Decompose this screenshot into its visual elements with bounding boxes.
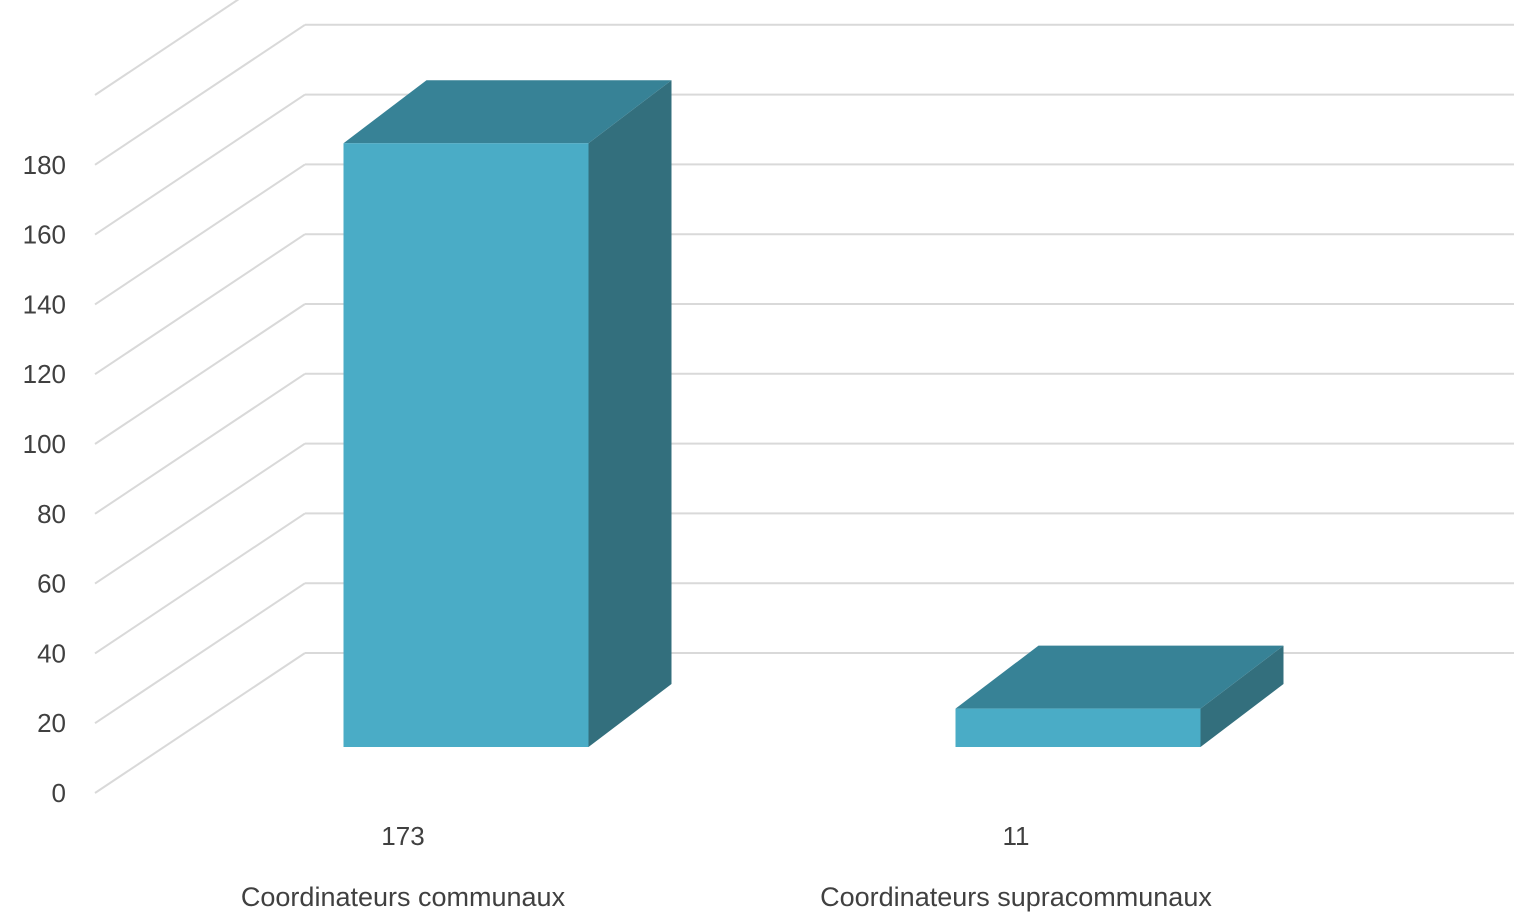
data-label: 11 xyxy=(1003,821,1030,851)
bar-top-face xyxy=(343,80,672,144)
y-tick-label: 120 xyxy=(23,359,66,389)
y-axis-ticks: 0 20 40 60 80 100 120 140 160 180 xyxy=(23,150,66,808)
y-tick-label: 80 xyxy=(37,499,66,529)
bars xyxy=(343,80,1284,748)
y-tick-label: 140 xyxy=(23,289,66,319)
y-tick-label: 160 xyxy=(23,220,66,250)
gridline-side-160 xyxy=(94,93,306,236)
bar-front-face xyxy=(343,143,589,748)
category-label: Coordinateurs supracommunaux xyxy=(820,882,1212,912)
gridline-side-140 xyxy=(94,163,306,306)
gridlines xyxy=(94,0,1514,794)
data-label: 173 xyxy=(381,821,424,851)
y-tick-label: 60 xyxy=(37,569,66,599)
gridline-side-200 xyxy=(94,0,240,96)
bar-side-face xyxy=(1200,645,1284,747)
gridline-side-40 xyxy=(94,512,306,655)
gridline-side-80 xyxy=(94,372,306,515)
bar-front-face xyxy=(955,708,1201,747)
gridline-side-120 xyxy=(94,233,306,376)
y-tick-label: 100 xyxy=(23,429,66,459)
y-tick-label: 0 xyxy=(52,778,66,808)
y-tick-label: 40 xyxy=(37,638,66,668)
bar-2 xyxy=(955,645,1284,747)
bar-top-face xyxy=(955,645,1284,709)
category-label: Coordinateurs communaux xyxy=(241,882,566,912)
bar-side-face xyxy=(588,80,672,748)
gridline-side-180 xyxy=(94,23,306,166)
y-tick-label: 180 xyxy=(23,150,66,180)
gridline-side-20 xyxy=(94,582,306,725)
bar-1 xyxy=(343,80,672,748)
gridline-side-0 xyxy=(94,652,306,794)
labels: 173 Coordinateurs communaux 11 Coordinateur… xyxy=(241,821,1212,912)
gridline-side-100 xyxy=(94,303,306,445)
y-tick-label: 20 xyxy=(37,708,66,738)
gridline-side-60 xyxy=(94,442,306,585)
